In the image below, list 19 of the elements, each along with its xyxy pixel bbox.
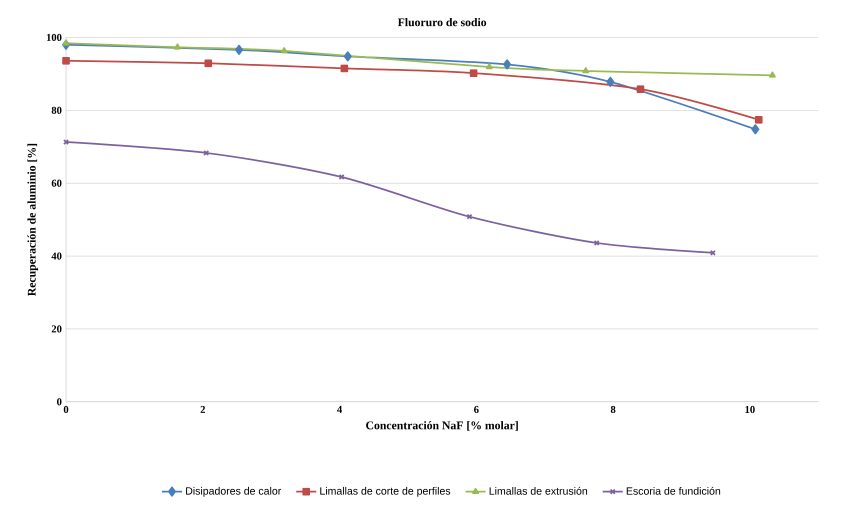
x-tick-label: 10 — [745, 406, 755, 414]
y-tick-label: 60 — [52, 180, 62, 187]
x-tick-label: 8 — [610, 406, 616, 414]
chart-title: Fluoruro de sodio — [398, 18, 486, 26]
legend-label: Disipadores de calor — [186, 487, 282, 497]
x-tick-label: 2 — [200, 406, 205, 414]
x-tick-label: 0 — [64, 406, 68, 414]
y-tick-label: 80 — [52, 106, 62, 114]
y-tick-label: 100 — [46, 34, 62, 42]
y-tick-label: 20 — [52, 326, 62, 333]
x-tick-label: 6 — [474, 406, 479, 414]
y-tick-label: 40 — [52, 252, 62, 260]
y-axis-title: Recuperación de aluminio [%] — [27, 144, 38, 296]
legend-label: Escoria de fundición — [626, 487, 720, 495]
x-axis-title: Concentración NaF [% molar] — [366, 421, 518, 431]
legend-label: Limallas de extrusión — [490, 487, 588, 495]
legend-label: Limallas de corte de perfiles — [320, 487, 450, 497]
x-tick-label: 4 — [337, 406, 342, 414]
y-tick-label: 0 — [57, 398, 62, 406]
